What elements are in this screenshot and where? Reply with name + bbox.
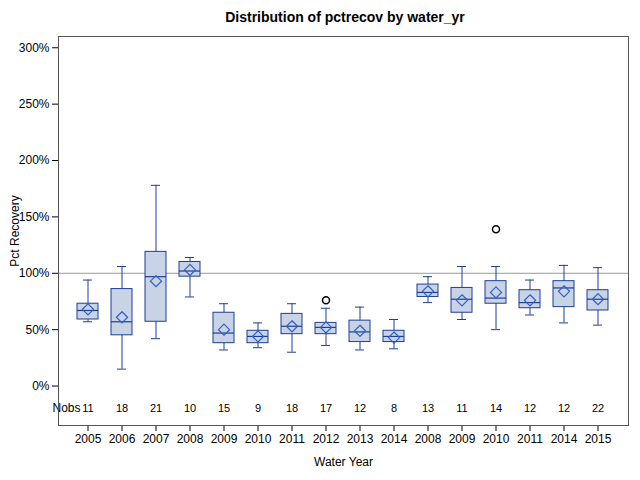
svg-text:12: 12 (558, 402, 570, 414)
svg-text:22: 22 (592, 402, 604, 414)
svg-text:2008: 2008 (177, 432, 204, 446)
svg-text:2011: 2011 (517, 432, 543, 446)
svg-text:2006: 2006 (109, 432, 136, 446)
svg-text:9: 9 (255, 402, 261, 414)
html-text:Distribution of pctrecov by wa: Distribution of pctrecov by water_yr (225, 9, 465, 25)
svg-text:200%: 200% (19, 153, 50, 167)
svg-text:2009: 2009 (449, 432, 476, 446)
svg-text:100%: 100% (19, 266, 50, 280)
svg-text:2011: 2011 (279, 432, 305, 446)
svg-text:2010: 2010 (483, 432, 510, 446)
svg-text:13: 13 (422, 402, 434, 414)
svg-text:Pct Recovery: Pct Recovery (8, 195, 22, 266)
svg-text:12: 12 (354, 402, 366, 414)
svg-text:2010: 2010 (245, 432, 272, 446)
svg-text:2005: 2005 (75, 432, 102, 446)
svg-text:300%: 300% (19, 41, 50, 55)
svg-text:14: 14 (490, 402, 502, 414)
svg-text:Water Year: Water Year (314, 455, 373, 469)
svg-text:2015: 2015 (585, 432, 612, 446)
svg-text:2013: 2013 (347, 432, 374, 446)
svg-text:2014: 2014 (551, 432, 578, 446)
svg-text:2012: 2012 (313, 432, 340, 446)
svg-text:11: 11 (456, 402, 467, 414)
svg-text:2007: 2007 (143, 432, 170, 446)
svg-text:12: 12 (524, 402, 536, 414)
svg-text:2014: 2014 (381, 432, 408, 446)
svg-text:50%: 50% (25, 322, 49, 336)
svg-text:Nobs: Nobs (53, 401, 81, 415)
svg-text:21: 21 (150, 402, 162, 414)
svg-text:250%: 250% (19, 97, 50, 111)
svg-text:0%: 0% (32, 379, 50, 393)
svg-text:18: 18 (116, 402, 128, 414)
svg-text:17: 17 (320, 402, 332, 414)
svg-text:2009: 2009 (211, 432, 238, 446)
svg-text:18: 18 (286, 402, 298, 414)
svg-text:8: 8 (391, 402, 397, 414)
svg-text:2008: 2008 (415, 432, 442, 446)
svg-text:15: 15 (218, 402, 230, 414)
svg-text:10: 10 (184, 402, 196, 414)
svg-text:11: 11 (82, 402, 93, 414)
svg-text:150%: 150% (19, 210, 50, 224)
